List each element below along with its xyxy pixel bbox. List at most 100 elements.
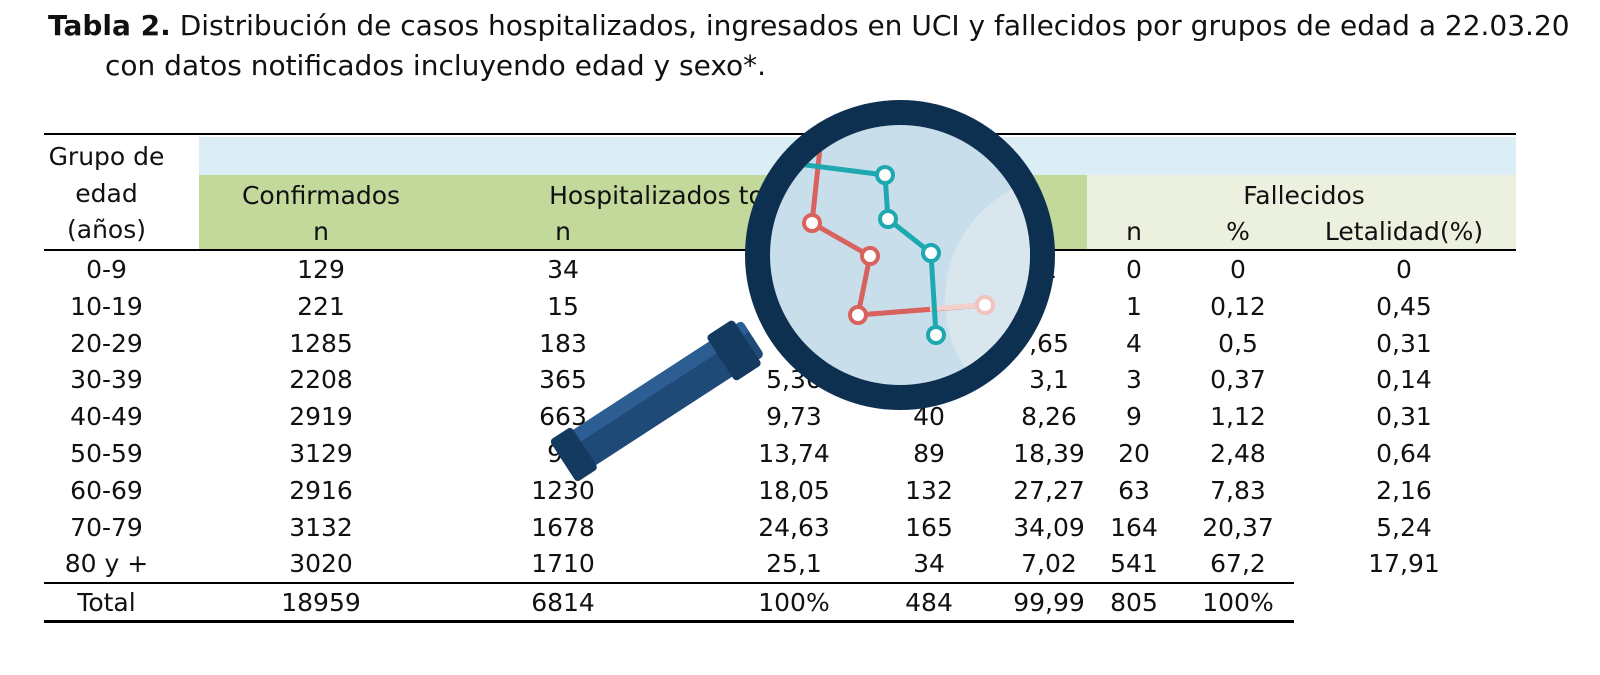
header-grupo-line1: Grupo de bbox=[48, 142, 165, 171]
cell-conf: 129 bbox=[297, 255, 345, 284]
cell-fal-n: 63 bbox=[1118, 475, 1150, 505]
cell-hosp: 183 bbox=[539, 328, 587, 358]
cell-let: 5,24 bbox=[1376, 512, 1432, 542]
cell-uci-n: 89 bbox=[913, 439, 945, 468]
cell-hosp-pct: 100% bbox=[758, 588, 830, 617]
cell-fal-pct: 67,2 bbox=[1210, 549, 1266, 579]
cell-fal-pct: 0 bbox=[1230, 255, 1246, 284]
cell-conf: 221 bbox=[297, 291, 345, 321]
cell-fal-n: 164 bbox=[1110, 512, 1158, 542]
cell-fal-n: 1 bbox=[1126, 291, 1142, 321]
rule-header-bottom bbox=[44, 249, 1516, 251]
cell-fal-n: 9 bbox=[1126, 402, 1142, 432]
cell-let: 17,91 bbox=[1368, 549, 1440, 579]
cell-uci-n: 40 bbox=[913, 402, 945, 432]
caption-label: Tabla 2. bbox=[48, 9, 171, 42]
cell-hosp: 1678 bbox=[531, 512, 595, 542]
header-sub-letalidad: Letalidad(%) bbox=[1324, 217, 1484, 246]
cell-conf: 3129 bbox=[289, 439, 353, 468]
cell-uci-n: 132 bbox=[905, 475, 953, 505]
cell-hosp-pct: 25,1 bbox=[766, 549, 822, 579]
cell-hosp-pct: 5,36 bbox=[766, 365, 822, 395]
cell-age: 20-29 bbox=[70, 328, 143, 358]
cell-let: 0,31 bbox=[1376, 402, 1432, 432]
cell-let: 0,45 bbox=[1376, 291, 1432, 321]
header-sub-n-hospitalizados: n bbox=[555, 217, 571, 246]
rule-top bbox=[44, 133, 1516, 135]
header-sub-pct-fallecidos: % bbox=[1226, 217, 1250, 246]
table-caption: Tabla 2. Distribución de casos hospitali… bbox=[48, 6, 1570, 86]
cell-hosp-pct: 9,73 bbox=[766, 402, 822, 432]
cell-uci-pct: ,65 bbox=[1029, 328, 1069, 358]
cell-let: 0 bbox=[1396, 255, 1412, 284]
header-band-blue bbox=[199, 137, 1516, 175]
cell-hosp-pct: 0 bbox=[786, 291, 802, 321]
data-table: Grupo de edad (años) Confirmados Hospita… bbox=[44, 133, 1516, 623]
cell-hosp: 365 bbox=[539, 365, 587, 395]
cell-uci-pct: 27,27 bbox=[1013, 475, 1085, 505]
cell-conf: 3132 bbox=[289, 512, 353, 542]
cell-let: 0,31 bbox=[1376, 328, 1432, 358]
cell-fal-pct: 0,37 bbox=[1210, 365, 1266, 395]
cell-hosp-pct: 24,63 bbox=[758, 512, 830, 542]
cell-age: 0-9 bbox=[86, 255, 127, 284]
cell-conf: 2916 bbox=[289, 475, 353, 505]
cell-age: 30-39 bbox=[70, 365, 143, 395]
cell-conf: 18959 bbox=[281, 588, 361, 617]
cell-uci-pct: 18,39 bbox=[1013, 439, 1085, 468]
cell-fal-n: 805 bbox=[1110, 588, 1158, 617]
cell-fal-pct: 1,12 bbox=[1210, 402, 1266, 432]
cell-hosp: 34 bbox=[547, 255, 579, 284]
cell-hosp-pct: 18,05 bbox=[758, 475, 830, 505]
cell-hosp: 1230 bbox=[531, 475, 595, 505]
cell-uci-n: 484 bbox=[905, 588, 953, 617]
cell-fal-pct: 0,12 bbox=[1210, 291, 1266, 321]
caption-text-line2: con datos notificados incluyendo edad y … bbox=[105, 49, 767, 82]
cell-hosp: 15 bbox=[547, 291, 579, 321]
header-fallecidos: Fallecidos bbox=[1243, 181, 1365, 210]
rule-bottom bbox=[44, 620, 1294, 623]
header-confirmados: Confirmados bbox=[241, 181, 401, 210]
cell-fal-n: 20 bbox=[1118, 439, 1150, 468]
header-grupo-line2: edad bbox=[75, 179, 138, 208]
cell-conf: 1285 bbox=[289, 328, 353, 358]
cell-uci-pct: 1 bbox=[1041, 255, 1057, 284]
cell-fal-n: 541 bbox=[1110, 549, 1158, 579]
cell-age: 10-19 bbox=[70, 291, 143, 321]
cell-uci-n: 165 bbox=[905, 512, 953, 542]
cell-fal-pct: 100% bbox=[1202, 588, 1274, 617]
cell-fal-pct: 0,5 bbox=[1218, 328, 1258, 358]
rule-total-top bbox=[44, 582, 1294, 584]
cell-fal-pct: 7,83 bbox=[1210, 475, 1266, 505]
header-hospitalizados: Hospitalizados tota bbox=[549, 181, 789, 210]
cell-hosp: 93 bbox=[547, 439, 579, 468]
cell-hosp-pct: 13,74 bbox=[758, 439, 830, 468]
cell-hosp: 1710 bbox=[531, 549, 595, 579]
cell-age: 80 y + bbox=[64, 549, 149, 579]
cell-hosp: 6814 bbox=[531, 588, 595, 617]
header-grupo-line3: (años) bbox=[67, 215, 146, 244]
header-sub-n-confirmados: n bbox=[313, 217, 329, 246]
cell-uci-pct: 3,1 bbox=[1029, 365, 1069, 395]
header-band-pale bbox=[1087, 175, 1516, 249]
cell-age: 60-69 bbox=[70, 475, 143, 505]
cell-let: 2,16 bbox=[1376, 475, 1432, 505]
cell-fal-n: 3 bbox=[1126, 365, 1142, 395]
cell-uci-pct: 99,99 bbox=[1013, 588, 1085, 617]
cell-conf: 3020 bbox=[289, 549, 353, 579]
cell-hosp: 663 bbox=[539, 402, 587, 432]
cell-uci-pct: 34,09 bbox=[1013, 512, 1085, 542]
caption-text-line1: Distribución de casos hospitalizados, in… bbox=[170, 9, 1570, 42]
cell-age: Total bbox=[77, 588, 136, 617]
cell-uci-pct: 8,26 bbox=[1021, 402, 1077, 432]
cell-fal-pct: 20,37 bbox=[1202, 512, 1274, 542]
cell-uci-pct: 7,02 bbox=[1021, 549, 1077, 579]
header-sub-n-fallecidos: n bbox=[1126, 217, 1142, 246]
cell-age: 70-79 bbox=[70, 512, 143, 542]
cell-fal-pct: 2,48 bbox=[1210, 439, 1266, 468]
cell-conf: 2919 bbox=[289, 402, 353, 432]
cell-let: 0,64 bbox=[1376, 439, 1432, 468]
cell-age: 50-59 bbox=[70, 439, 143, 468]
cell-uci-n: 34 bbox=[913, 549, 945, 579]
cell-let: 0,14 bbox=[1376, 365, 1432, 395]
